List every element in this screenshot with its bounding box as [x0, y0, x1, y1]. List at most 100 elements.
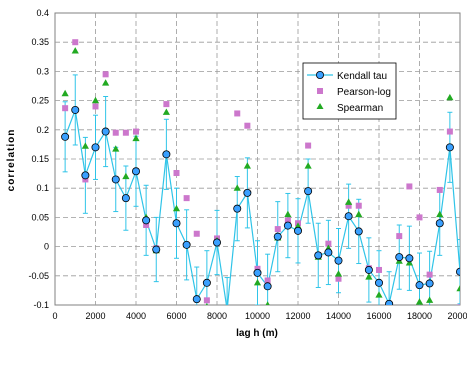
- kendall-series-line: [64, 107, 460, 305]
- spearman-point: [284, 210, 292, 218]
- spearman-point: [304, 162, 312, 169]
- spearman-point: [112, 145, 120, 152]
- y-tick-label: 0.25: [31, 96, 49, 106]
- kendall-point: [425, 279, 434, 288]
- x-tick-label: 12000: [285, 311, 310, 321]
- kendall-point: [111, 175, 120, 184]
- spearman-point: [334, 270, 343, 277]
- spearman-point: [193, 312, 200, 318]
- y-tick-label: 0.05: [31, 212, 49, 222]
- kendall-point: [405, 254, 414, 263]
- spearman-point: [365, 273, 373, 280]
- kendall-point: [456, 267, 460, 276]
- pearson-point: [426, 271, 433, 278]
- pearson-point: [345, 202, 352, 209]
- legend-spearman-label: Spearman: [337, 103, 383, 114]
- legend-spearman-marker: [316, 103, 324, 109]
- kendall-point: [172, 219, 181, 228]
- pearson-point: [102, 71, 109, 78]
- pearson-point: [446, 128, 453, 135]
- spearman-point: [426, 296, 434, 303]
- pearson-point: [244, 122, 251, 129]
- spearman-point: [61, 89, 69, 97]
- kendall-markers: [61, 105, 460, 305]
- kendall-point: [273, 232, 282, 241]
- pearson-markers: [62, 39, 460, 305]
- kendall-point: [435, 219, 444, 228]
- kendall-point: [364, 265, 373, 274]
- x-tick-label: 8000: [207, 311, 227, 321]
- kendall-point: [293, 226, 302, 235]
- legend-pearson-marker: [317, 88, 323, 94]
- spearman-point: [81, 142, 89, 149]
- kendall-point: [415, 281, 424, 290]
- kendall-point: [91, 143, 100, 152]
- spearman-markers: [61, 47, 460, 318]
- x-tick-label: 6000: [166, 311, 186, 321]
- spearman-point: [162, 108, 170, 115]
- kendall-line: [64, 107, 460, 305]
- x-tick-label: 2000: [85, 311, 105, 321]
- kendall-point: [385, 299, 394, 305]
- kendall-point: [395, 253, 404, 262]
- pearson-point: [406, 183, 413, 190]
- spearman-point: [345, 198, 353, 205]
- kendall-point: [304, 187, 313, 196]
- kendall-point: [71, 105, 80, 114]
- x-tick-label: 0: [52, 311, 57, 321]
- pearson-point: [183, 195, 190, 202]
- y-tick-label: 0.3: [36, 66, 49, 76]
- spearman-point: [456, 284, 460, 292]
- kendall-point: [162, 150, 171, 159]
- kendall-point: [344, 212, 353, 221]
- pearson-point: [143, 221, 150, 228]
- pearson-point: [92, 103, 99, 110]
- pearson-point: [274, 226, 281, 233]
- pearson-point: [436, 186, 443, 193]
- kendall-point: [131, 167, 140, 176]
- y-tick-label: 0.2: [36, 125, 49, 135]
- spearman-point: [375, 291, 383, 298]
- x-tick-labels: 0 2000 4000 6000 8000 10000 12000 14000 16000 180…: [52, 311, 467, 321]
- pearson-point: [396, 233, 403, 240]
- y-tick-label: 0.35: [31, 37, 49, 47]
- x-tick-label: 16000: [366, 311, 391, 321]
- kendall-point: [233, 204, 242, 213]
- pearson-point: [62, 105, 69, 112]
- kendall-point: [253, 268, 262, 277]
- kendall-point: [121, 194, 130, 203]
- spearman-point: [172, 204, 181, 212]
- kendall-point: [202, 278, 211, 287]
- pearson-point: [305, 142, 312, 149]
- spearman-point: [91, 96, 100, 104]
- pearson-point: [325, 240, 332, 247]
- x-tick-label: 10000: [245, 311, 270, 321]
- kendall-point: [182, 240, 191, 249]
- pearson-point: [457, 304, 460, 305]
- spearman-point: [253, 279, 262, 286]
- kendall-point: [61, 132, 70, 141]
- kendall-point: [152, 245, 161, 254]
- x-axis-label: lag h (m): [236, 328, 278, 339]
- pearson-point: [335, 275, 342, 282]
- pearson-point: [234, 110, 241, 117]
- x-tick-label: 20000: [447, 311, 467, 321]
- spearman-point: [294, 222, 302, 229]
- spearman-point: [436, 210, 444, 218]
- kendall-point: [324, 248, 333, 257]
- y-axis-label: correlation: [6, 129, 17, 192]
- pearson-point: [173, 170, 180, 177]
- pearson-point: [416, 214, 423, 221]
- kendall-point: [243, 188, 252, 197]
- spearman-point: [102, 79, 110, 86]
- legend-kendall-label: Kendall tau: [337, 71, 387, 82]
- kendall-point: [81, 171, 90, 180]
- pearson-point: [376, 266, 382, 273]
- pearson-point: [163, 101, 170, 108]
- spearman-point: [405, 259, 413, 266]
- legend-kendall-marker: [315, 71, 324, 80]
- kendall-point: [354, 227, 363, 236]
- kendall-point: [142, 216, 151, 225]
- pearson-point: [112, 129, 119, 136]
- pearson-point: [133, 128, 139, 135]
